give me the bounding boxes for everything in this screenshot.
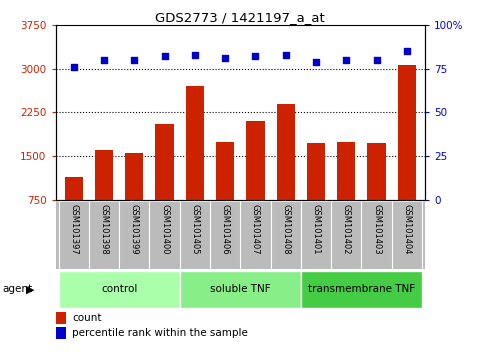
Text: GSM101401: GSM101401: [312, 204, 321, 254]
Point: [130, 57, 138, 63]
Text: GSM101399: GSM101399: [130, 204, 139, 255]
Point: [191, 52, 199, 57]
Point: [221, 55, 229, 61]
Bar: [65, 177, 83, 244]
Bar: [398, 65, 416, 244]
Text: GSM101407: GSM101407: [251, 204, 260, 255]
Point: [70, 64, 78, 70]
Bar: [301, 271, 422, 308]
Bar: [56, 312, 66, 324]
Bar: [180, 271, 301, 308]
Bar: [277, 104, 295, 244]
Bar: [368, 143, 385, 244]
Bar: [246, 121, 265, 244]
Text: count: count: [72, 313, 102, 323]
Text: GSM101398: GSM101398: [99, 204, 109, 255]
Point: [403, 48, 411, 54]
Bar: [307, 143, 325, 244]
Text: GSM101406: GSM101406: [221, 204, 229, 255]
Text: GSM101402: GSM101402: [342, 204, 351, 254]
Text: GSM101397: GSM101397: [69, 204, 78, 255]
Text: ▶: ▶: [26, 284, 35, 295]
Point: [252, 53, 259, 59]
Text: GSM101403: GSM101403: [372, 204, 381, 255]
Bar: [58, 271, 180, 308]
Point: [373, 57, 381, 63]
Point: [161, 53, 169, 59]
Text: control: control: [101, 284, 137, 295]
Point: [100, 57, 108, 63]
Bar: [156, 124, 174, 244]
Text: GSM101400: GSM101400: [160, 204, 169, 254]
Text: transmembrane TNF: transmembrane TNF: [308, 284, 415, 295]
Bar: [186, 86, 204, 244]
Point: [282, 52, 290, 57]
Text: GSM101405: GSM101405: [190, 204, 199, 254]
Bar: [95, 150, 113, 244]
Point: [312, 59, 320, 64]
Text: GSM101404: GSM101404: [402, 204, 412, 254]
Bar: [125, 153, 143, 244]
Title: GDS2773 / 1421197_a_at: GDS2773 / 1421197_a_at: [156, 11, 325, 24]
Bar: [337, 142, 355, 244]
Text: soluble TNF: soluble TNF: [210, 284, 270, 295]
Text: GSM101408: GSM101408: [281, 204, 290, 255]
Text: percentile rank within the sample: percentile rank within the sample: [72, 328, 248, 338]
Point: [342, 57, 350, 63]
Bar: [216, 142, 234, 244]
Bar: [56, 327, 66, 339]
Text: agent: agent: [2, 284, 32, 295]
